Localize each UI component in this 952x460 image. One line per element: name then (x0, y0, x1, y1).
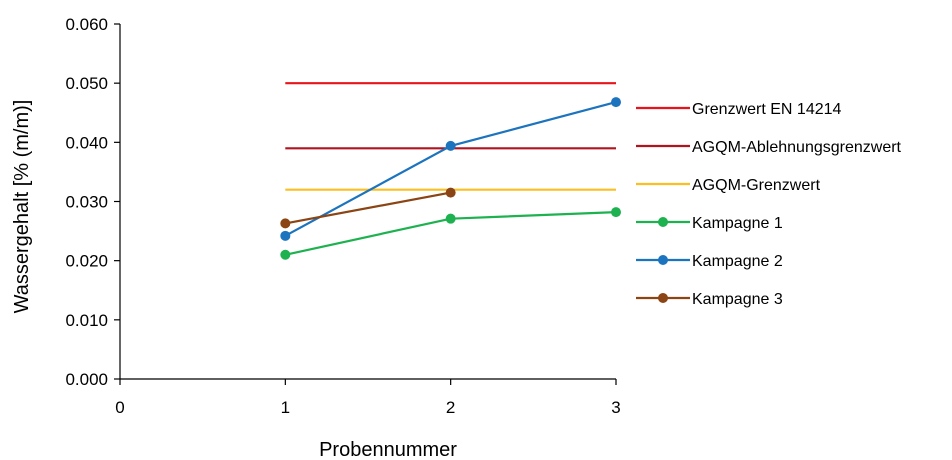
series-line (285, 191, 451, 225)
legend-item: Kampagne 2 (636, 253, 783, 270)
x-tick-label: 3 (611, 398, 620, 417)
x-tick-label: 2 (446, 398, 455, 417)
series-6 (280, 187, 456, 229)
legend-label: Kampagne 3 (692, 291, 783, 308)
x-tick-label: 1 (281, 398, 290, 417)
legend-label: Kampagne 1 (692, 215, 783, 232)
legend-label: AGQM-Ablehnungsgrenzwert (692, 139, 902, 156)
legend-swatch-marker (658, 293, 668, 303)
data-point (611, 97, 621, 108)
data-point (280, 218, 291, 229)
legend-label: Kampagne 2 (692, 253, 783, 270)
series-5 (280, 97, 621, 241)
x-tick-label: 0 (115, 398, 124, 417)
data-point (611, 207, 621, 218)
x-axis-title: Probennummer (319, 439, 457, 460)
y-tick-label: 0.000 (65, 370, 108, 389)
legend-label: Grenzwert EN 14214 (692, 101, 842, 118)
data-point (280, 249, 291, 260)
y-ticks: 0.000 0.010 0.020 0.030 0.040 0.050 0.060 (65, 15, 120, 389)
legend-item: AGQM-Grenzwert (636, 177, 821, 194)
y-tick-label: 0.040 (65, 133, 108, 152)
series-4 (280, 207, 621, 260)
legend-swatch-marker (658, 217, 668, 227)
axes: 0.000 0.010 0.020 0.030 0.040 0.050 0.060 0 1 2 3 (65, 15, 620, 417)
plot-series (280, 82, 621, 260)
data-point (445, 213, 456, 224)
legend-item: Kampagne 1 (636, 215, 783, 232)
legend: Grenzwert EN 14214 AGQM-Ablehnungsgrenzwe… (636, 101, 902, 308)
x-ticks: 0 1 2 3 (115, 379, 621, 417)
y-tick-label: 0.030 (65, 193, 108, 212)
legend-swatch-marker (658, 255, 668, 265)
legend-label: AGQM-Grenzwert (692, 177, 821, 194)
legend-item: AGQM-Ablehnungsgrenzwert (636, 139, 902, 156)
y-tick-label: 0.010 (65, 311, 108, 330)
y-tick-label: 0.020 (65, 252, 108, 271)
data-point (280, 230, 291, 241)
data-point (445, 187, 456, 198)
y-tick-label: 0.060 (65, 15, 108, 34)
y-axis-title: Wassergehalt [% (m/m)] (11, 100, 33, 314)
legend-item: Grenzwert EN 14214 (636, 101, 842, 118)
legend-item: Kampagne 3 (636, 291, 783, 308)
data-point (445, 140, 456, 151)
y-tick-label: 0.050 (65, 74, 108, 93)
